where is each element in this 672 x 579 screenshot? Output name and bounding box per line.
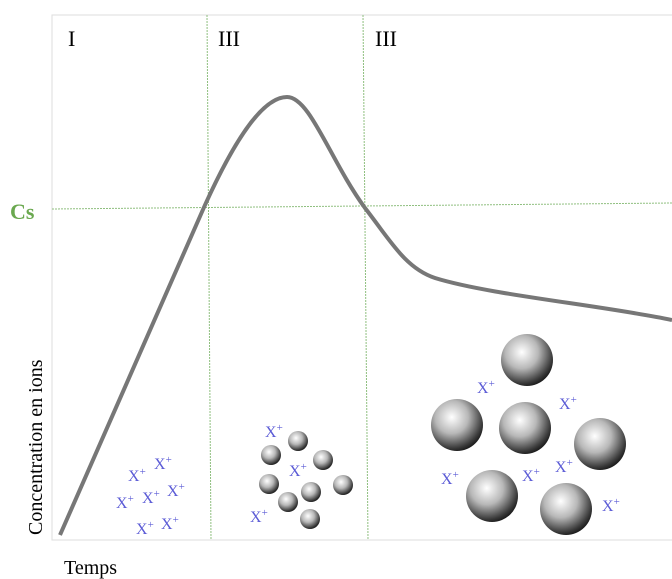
ion-label: X+ bbox=[265, 422, 283, 441]
ion-symbol: X bbox=[161, 516, 173, 533]
particle bbox=[288, 431, 308, 451]
ion-charge: + bbox=[534, 466, 540, 478]
ion-label: X+ bbox=[555, 457, 573, 476]
ion-label: X+ bbox=[522, 466, 540, 485]
ion-label: X+ bbox=[136, 519, 154, 538]
particle bbox=[499, 402, 551, 454]
ion-label: X+ bbox=[142, 488, 160, 507]
particle bbox=[259, 474, 279, 494]
ion-charge: + bbox=[154, 488, 160, 500]
ion-charge: + bbox=[179, 481, 185, 493]
particle bbox=[278, 492, 298, 512]
particles bbox=[259, 334, 626, 535]
ion-symbol: X bbox=[441, 471, 453, 488]
ion-charge: + bbox=[571, 394, 577, 406]
phase-label: I bbox=[68, 26, 75, 51]
ions: X+ X+X+ X+ X+X+ X+X+X+X+X+X+X+ X+ X+X+ bbox=[116, 378, 620, 538]
ion-label: X+ bbox=[250, 507, 268, 526]
ion-label: X+ bbox=[477, 378, 495, 397]
x-axis-label: Temps bbox=[64, 557, 117, 579]
ion-symbol: X bbox=[167, 483, 179, 500]
particle bbox=[540, 483, 592, 535]
ion-symbol: X bbox=[559, 396, 571, 413]
ion-charge: + bbox=[148, 519, 154, 531]
phase-label: III bbox=[375, 26, 397, 51]
ion-label: X+ bbox=[441, 469, 459, 488]
ion-charge: + bbox=[128, 493, 134, 505]
saturation-label: Cs bbox=[10, 199, 35, 224]
ion-label: X+ bbox=[128, 466, 146, 485]
ion-symbol: X bbox=[128, 468, 140, 485]
ion-charge: + bbox=[567, 457, 573, 469]
particle bbox=[300, 509, 320, 529]
ion-symbol: X bbox=[250, 509, 262, 526]
ion-charge: + bbox=[166, 454, 172, 466]
phase-divider bbox=[206, 14, 212, 541]
particle bbox=[313, 450, 333, 470]
ion-label: X+ bbox=[289, 461, 307, 480]
particle bbox=[501, 334, 553, 386]
y-axis-label: Concentration en ions bbox=[25, 359, 47, 535]
ion-charge: + bbox=[301, 461, 307, 473]
plot-frame bbox=[51, 14, 672, 541]
ion-label: X+ bbox=[154, 454, 172, 473]
ion-symbol: X bbox=[289, 463, 301, 480]
ion-symbol: X bbox=[602, 498, 614, 515]
ion-label: X+ bbox=[161, 514, 179, 533]
ion-symbol: X bbox=[142, 490, 154, 507]
ion-label: X+ bbox=[167, 481, 185, 500]
particle bbox=[574, 418, 626, 470]
ion-label: X+ bbox=[559, 394, 577, 413]
particle bbox=[466, 470, 518, 522]
particle bbox=[333, 475, 353, 495]
particle bbox=[261, 445, 281, 465]
ion-symbol: X bbox=[154, 456, 166, 473]
ion-symbol: X bbox=[555, 459, 567, 476]
ion-symbol: X bbox=[522, 468, 534, 485]
ion-charge: + bbox=[262, 507, 268, 519]
ion-symbol: X bbox=[477, 380, 489, 397]
ion-charge: + bbox=[277, 422, 283, 434]
particle bbox=[301, 482, 321, 502]
ion-label: X+ bbox=[602, 496, 620, 515]
ion-symbol: X bbox=[136, 521, 148, 538]
phase-label: III bbox=[218, 26, 240, 51]
ion-charge: + bbox=[489, 378, 495, 390]
ion-symbol: X bbox=[116, 495, 128, 512]
particle bbox=[431, 399, 483, 451]
concentration-curve bbox=[58, 94, 672, 536]
ion-charge: + bbox=[453, 469, 459, 481]
ion-symbol: X bbox=[265, 424, 277, 441]
ion-charge: + bbox=[173, 514, 179, 526]
ion-label: X+ bbox=[116, 493, 134, 512]
ion-charge: + bbox=[614, 496, 620, 508]
phase-divider bbox=[362, 14, 369, 541]
ion-charge: + bbox=[140, 466, 146, 478]
